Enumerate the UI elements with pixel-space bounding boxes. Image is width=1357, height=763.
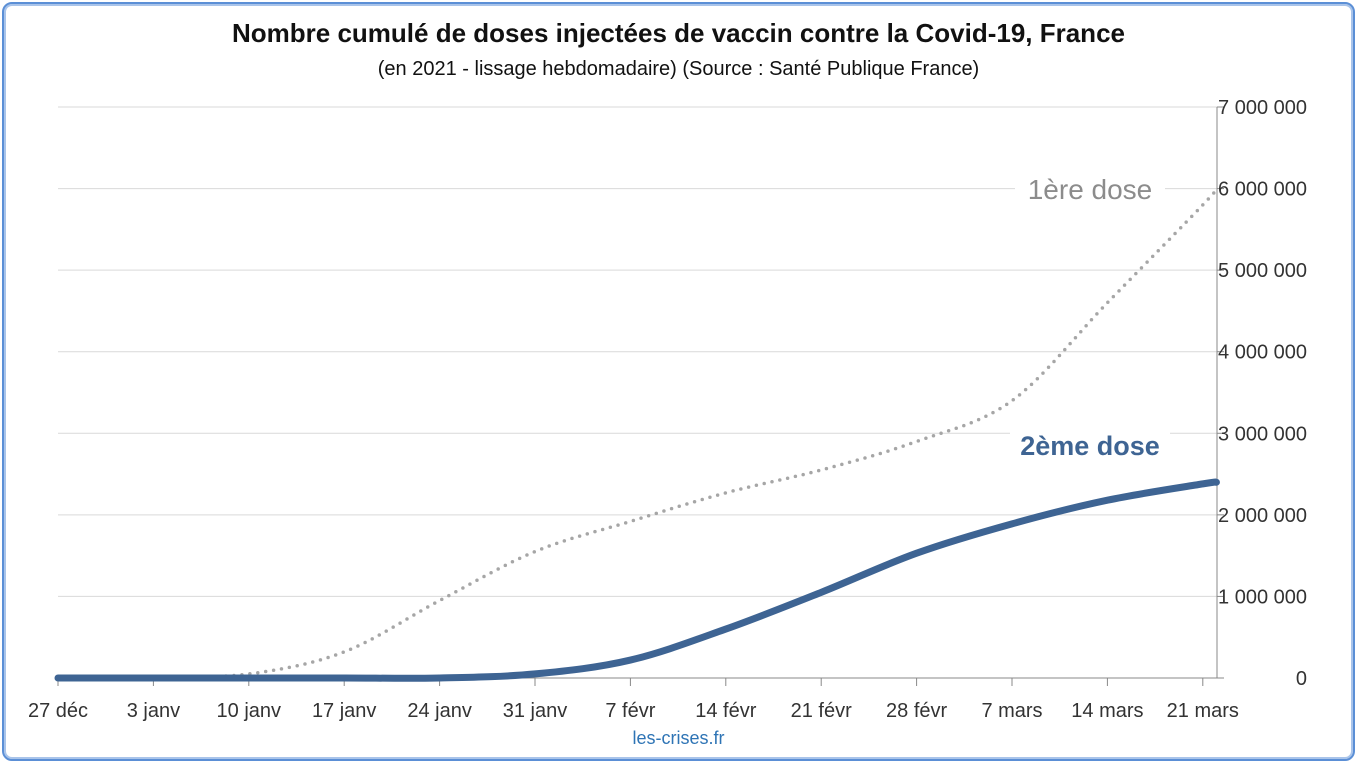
annotation-second-dose: 2ème dose <box>1020 431 1160 461</box>
x-tick-label: 17 janv <box>312 700 377 722</box>
x-tick-label: 7 févr <box>605 700 655 722</box>
y-tick-label: 5 000 000 <box>1218 260 1307 282</box>
x-tick-label: 28 févr <box>886 700 947 722</box>
y-tick-label: 2 000 000 <box>1218 505 1307 527</box>
y-tick-label: 6 000 000 <box>1218 179 1307 201</box>
x-tick-label: 24 janv <box>407 700 472 722</box>
x-tick-label: 21 mars <box>1167 700 1239 722</box>
x-tick-label: 10 janv <box>217 700 282 722</box>
label-background <box>1010 428 1170 462</box>
x-tick-label: 31 janv <box>503 700 568 722</box>
y-tick-label: 3 000 000 <box>1218 423 1307 445</box>
y-tick-label: 7 000 000 <box>1218 97 1307 119</box>
series-line-first-dose <box>56 186 1219 680</box>
x-tick-label: 7 mars <box>981 700 1042 722</box>
y-tick-label: 0 <box>1296 668 1307 690</box>
x-tick-label: 3 janv <box>127 700 180 722</box>
credit-text: les-crises.fr <box>632 728 725 748</box>
x-tick-label: 14 févr <box>695 700 756 722</box>
series-line-second-dose <box>54 478 1220 682</box>
chart-subtitle: (en 2021 - lissage hebdomadaire) (Source… <box>377 58 980 80</box>
label-background <box>1015 172 1165 206</box>
y-tick-label: 4 000 000 <box>1218 342 1307 364</box>
chart-title: Nombre cumulé de doses injectées de vacc… <box>232 18 1125 48</box>
x-tick-label: 14 mars <box>1071 700 1143 722</box>
y-tick-label: 1 000 000 <box>1218 586 1307 608</box>
x-tick-label: 27 déc <box>28 700 88 722</box>
annotation-first-dose: 1ère dose <box>1028 174 1153 205</box>
x-tick-label: 21 févr <box>791 700 852 722</box>
